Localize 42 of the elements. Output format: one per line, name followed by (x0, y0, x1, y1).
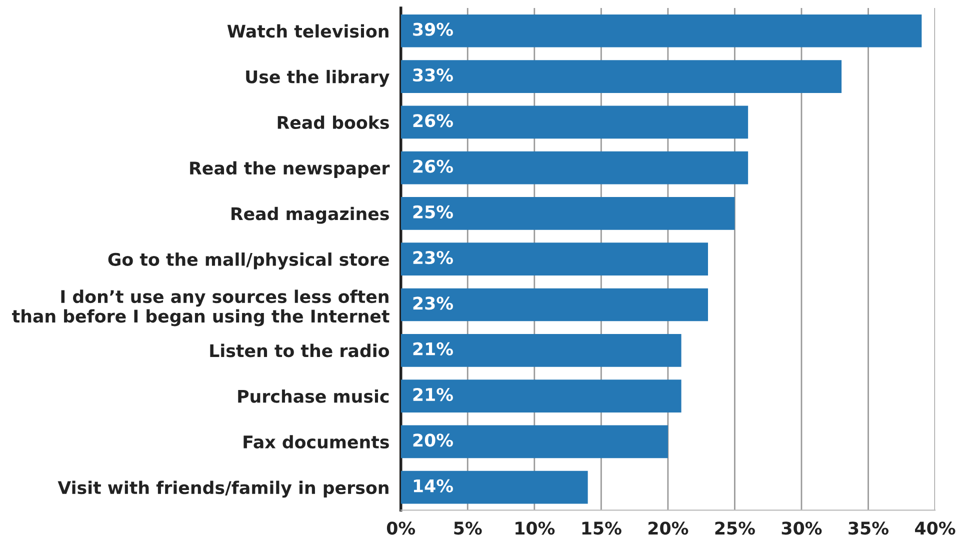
bar (400, 288, 708, 322)
y-tick-label: I don’t use any sources less often than before I began using the Internet (12, 290, 390, 326)
data-label: 14% (414, 479, 453, 492)
x-tick-label: 0% (386, 522, 416, 535)
y-tick-label: Purchase music (238, 389, 389, 403)
data-label: 25% (413, 205, 453, 218)
data-label: 33% (413, 68, 453, 82)
x-tick-label: 40% (915, 522, 956, 535)
bar (400, 425, 668, 458)
bar (400, 151, 748, 184)
bar (400, 14, 922, 48)
bar (400, 242, 708, 276)
y-tick-label: Go to the mall/physical store (108, 252, 389, 270)
x-tick-label: 10% (516, 522, 555, 535)
y-tick-label: Read magazines (232, 206, 389, 224)
bar (400, 380, 682, 412)
bar (400, 470, 588, 504)
data-label: 21% (413, 388, 453, 402)
data-label: 26% (413, 114, 453, 128)
x-tick-label: 15% (582, 522, 622, 535)
bar (400, 60, 842, 93)
y-tick-label: Read books (278, 116, 389, 130)
x-tick-label: 5% (454, 522, 482, 535)
data-label: 23% (413, 296, 453, 310)
data-label: 39% (413, 22, 453, 36)
bar (400, 197, 735, 230)
y-tick-label: Watch television (227, 24, 388, 38)
y-tick-label: Listen to the radio (210, 344, 390, 358)
data-label: 26% (413, 160, 453, 173)
data-label: 21% (413, 342, 453, 356)
bar (400, 106, 748, 139)
y-tick-label: Visit with friends/family in person (58, 480, 388, 498)
x-tick-label: 20% (648, 522, 688, 535)
y-tick-label: Use the library (246, 70, 390, 87)
x-tick-label: 25% (715, 522, 755, 535)
data-label: 20% (413, 434, 453, 447)
data-label: 23% (413, 251, 453, 264)
y-tick-label: Fax documents (244, 435, 389, 449)
x-tick-label: 30% (782, 522, 822, 535)
bar (400, 334, 682, 367)
x-tick-label: 35% (848, 522, 888, 535)
y-tick-label: Read the newspaper (190, 161, 390, 178)
